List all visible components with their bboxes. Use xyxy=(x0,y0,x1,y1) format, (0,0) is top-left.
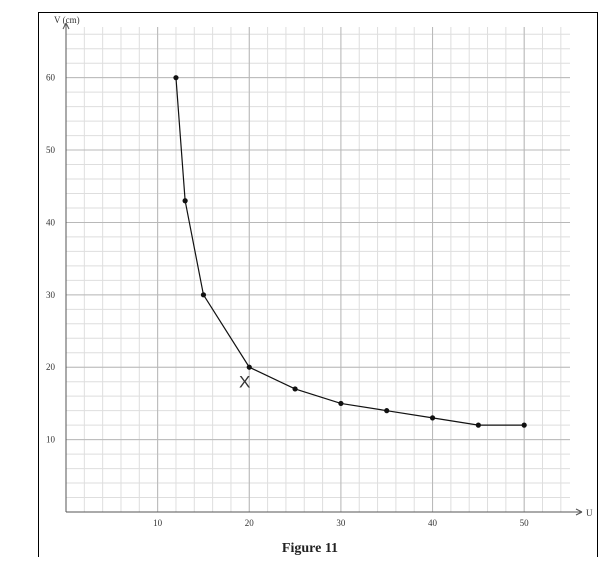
y-tick-label: 20 xyxy=(46,362,56,372)
tick-labels: 10 20 30 40 50 10 20 30 40 50 60 xyxy=(46,73,529,528)
data-point xyxy=(338,400,344,407)
data-point xyxy=(429,415,436,421)
data-point xyxy=(246,364,252,370)
data-point xyxy=(384,408,390,414)
y-tick-label: 40 xyxy=(46,217,56,227)
frame-left-border xyxy=(38,12,39,557)
data-series xyxy=(173,75,527,428)
data-point xyxy=(292,386,298,392)
y-tick-label: 50 xyxy=(46,145,56,155)
data-point xyxy=(521,422,527,428)
y-axis-arrow xyxy=(62,22,70,30)
x-axis-arrow xyxy=(575,508,583,516)
y-axis-label: V (cm) xyxy=(54,15,80,25)
x-tick-label: 10 xyxy=(153,518,163,528)
frame-top-border xyxy=(38,12,598,13)
x-tick-label: 40 xyxy=(428,518,438,528)
x-tick-label: 30 xyxy=(336,518,346,528)
data-point xyxy=(182,198,188,204)
major-grid xyxy=(66,27,570,512)
figure-caption: Figure 11 xyxy=(282,541,338,556)
annotation-label: X xyxy=(239,373,250,392)
frame-right-border xyxy=(597,12,598,557)
y-tick-label: 60 xyxy=(46,73,56,83)
series-line xyxy=(175,77,525,426)
x-tick-label: 20 xyxy=(245,518,255,528)
data-point xyxy=(200,292,207,298)
axes xyxy=(62,22,583,516)
x-axis-label: U xyxy=(586,508,593,518)
y-tick-label: 10 xyxy=(46,435,56,445)
x-tick-label: 50 xyxy=(520,518,530,528)
data-point xyxy=(173,75,179,81)
y-tick-label: 30 xyxy=(46,290,56,300)
data-point xyxy=(475,422,481,428)
